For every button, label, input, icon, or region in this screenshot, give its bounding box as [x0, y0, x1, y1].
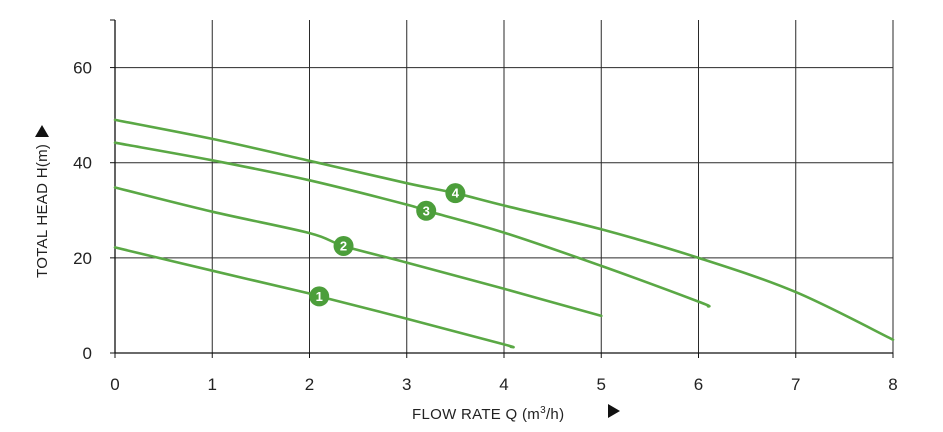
series-marker-3: [416, 200, 437, 221]
series-marker-label-4: 4: [452, 186, 460, 201]
series-marker-label-1: 1: [316, 289, 323, 304]
series-marker-label-3: 3: [423, 203, 430, 218]
series-marker-1: [309, 286, 330, 307]
y-tick-label: 40: [73, 154, 92, 173]
y-tick-label: 0: [83, 344, 92, 363]
x-tick-label: 3: [402, 375, 411, 394]
x-tick-label: 1: [208, 375, 217, 394]
series-marker-label-2: 2: [340, 238, 347, 253]
x-tick-label: 7: [791, 375, 800, 394]
grid: [115, 20, 894, 353]
series-marker-4: [445, 183, 466, 204]
x-tick-label: 4: [499, 375, 508, 394]
series-line-4: [113, 118, 895, 341]
x-axis-arrow-icon: [608, 404, 620, 418]
x-tick-label: 8: [888, 375, 897, 394]
y-axis-arrow-icon: [35, 125, 49, 137]
axes: [110, 19, 894, 358]
tick-labels: 0 1 2 3 4 5 6 7 8 0 20 40 60: [73, 59, 898, 394]
series-line-2: [113, 186, 603, 318]
x-tick-label: 0: [110, 375, 119, 394]
series-line-3: [113, 141, 711, 308]
y-axis-label: TOTAL HEAD H(m): [34, 144, 51, 278]
y-tick-label: 60: [73, 59, 92, 78]
series-markers: 1 2 3 4: [309, 183, 466, 307]
x-tick-label: 6: [694, 375, 703, 394]
x-axis-label: FLOW RATE Q (m3/h): [412, 405, 564, 423]
y-tick-label: 20: [73, 249, 92, 268]
series-marker-2: [333, 235, 354, 256]
x-tick-label: 5: [597, 375, 606, 394]
x-tick-label: 2: [305, 375, 314, 394]
